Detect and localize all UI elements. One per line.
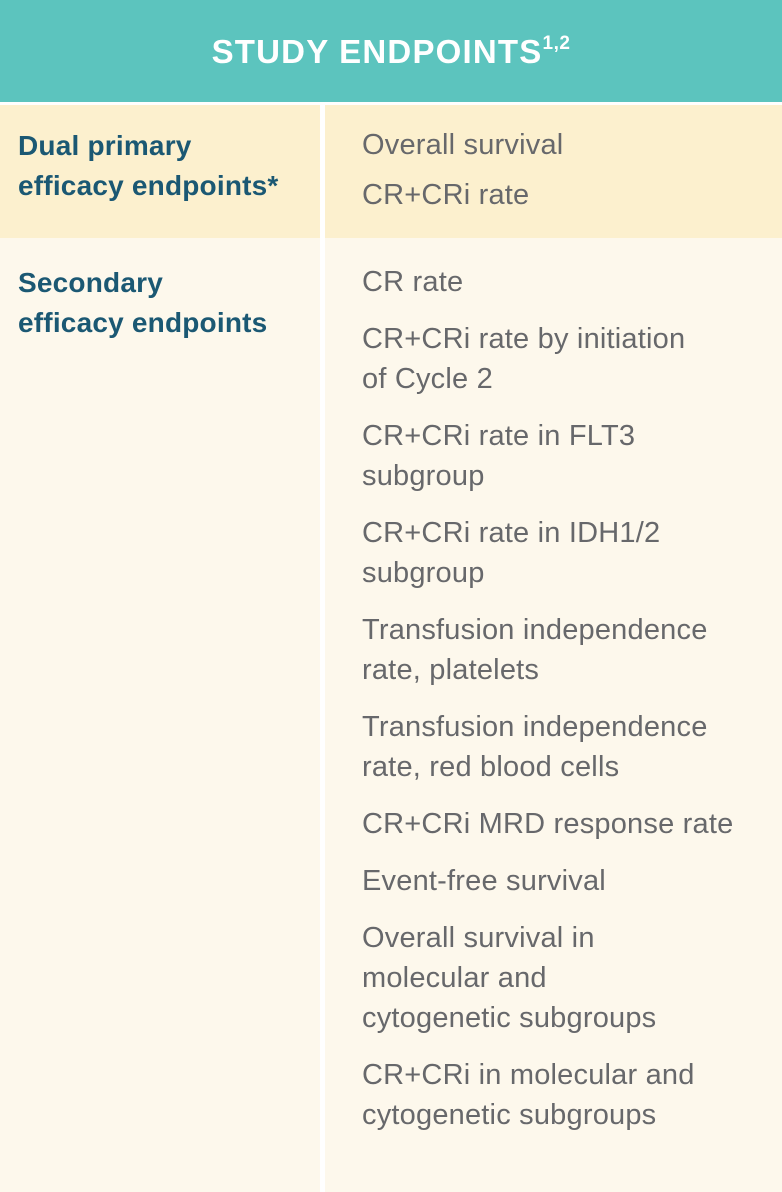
endpoint-item: CR+CRi rate bbox=[362, 179, 530, 211]
row-secondary-endpoints: Secondary efficacy endpoints CR rate CR+… bbox=[0, 238, 782, 1192]
endpoint-item: CR+CRi rate in FLT3 subgroup bbox=[362, 420, 636, 492]
endpoint-item: Event-free survival bbox=[362, 865, 606, 897]
endpoint-item: Overall survival bbox=[362, 129, 564, 161]
endpoint-item: CR+CRi rate by initiation of Cycle 2 bbox=[362, 323, 686, 395]
page-title-text: STUDY ENDPOINTS bbox=[211, 32, 543, 70]
endpoint-item: CR+CRi MRD response rate bbox=[362, 808, 734, 840]
reference-superscript: 1,2 bbox=[542, 32, 571, 54]
endpoint-table: Dual primary efficacy endpoints* Overall… bbox=[0, 105, 782, 1192]
endpoint-item: CR+CRi rate in IDH1/2 subgroup bbox=[362, 517, 661, 589]
endpoint-item: Overall survival in molecular and cytoge… bbox=[362, 922, 657, 1034]
primary-row-label: Dual primary efficacy endpoints* bbox=[18, 130, 279, 201]
endpoint-item: CR+CRi in molecular and cytogenetic subg… bbox=[362, 1059, 695, 1131]
secondary-label-cell: Secondary efficacy endpoints bbox=[0, 238, 320, 1192]
primary-items-cell: Overall survival CR+CRi rate bbox=[325, 105, 782, 238]
table-header: STUDY ENDPOINTS1,2 bbox=[0, 0, 782, 102]
endpoint-item: Transfusion independence rate, red blood… bbox=[362, 711, 708, 783]
row-primary-endpoints: Dual primary efficacy endpoints* Overall… bbox=[0, 105, 782, 238]
secondary-items-cell: CR rate CR+CRi rate by initiation of Cyc… bbox=[325, 238, 782, 1192]
page-title: STUDY ENDPOINTS1,2 bbox=[211, 32, 571, 70]
primary-label-cell: Dual primary efficacy endpoints* bbox=[0, 105, 320, 238]
endpoint-item: CR rate bbox=[362, 266, 464, 298]
endpoint-item: Transfusion independence rate, platelets bbox=[362, 614, 708, 686]
secondary-row-label: Secondary efficacy endpoints bbox=[18, 267, 268, 338]
